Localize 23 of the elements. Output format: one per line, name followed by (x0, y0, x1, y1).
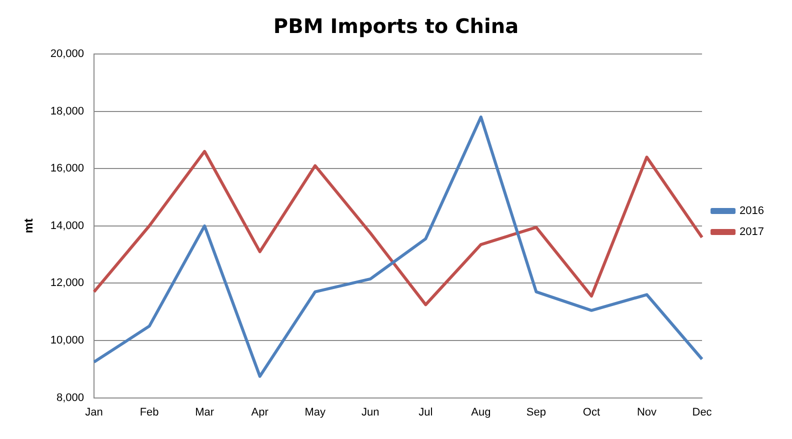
x-tick-label: Aug (471, 406, 491, 418)
y-tick-label: 12,000 (50, 277, 84, 290)
y-tick-label: 10,000 (50, 334, 84, 347)
x-tick-label: Oct (582, 406, 600, 418)
legend-label: 2016 (740, 205, 764, 218)
x-tick-label: Feb (140, 406, 159, 418)
y-axis-title: mt (22, 218, 36, 234)
x-tick-label: Sep (526, 406, 546, 418)
x-tick-label: May (304, 406, 326, 418)
x-tick-label: Mar (195, 406, 214, 418)
x-tick-label: Apr (251, 406, 269, 418)
y-tick-label: 14,000 (50, 220, 84, 232)
y-tick-label: 8,000 (56, 392, 84, 404)
x-tick-label: Jan (85, 406, 103, 418)
legend-label: 2017 (740, 226, 764, 238)
x-tick-label: Nov (636, 406, 658, 418)
x-tick-label: Jul (418, 406, 433, 418)
y-tick-label: 16,000 (50, 162, 84, 175)
y-tick-label: 18,000 (50, 105, 84, 118)
x-tick-label: Dec (692, 406, 712, 418)
x-tick-label: Jun (362, 406, 380, 418)
y-tick-label: 20,000 (50, 48, 84, 60)
chart-title: PBM Imports to China (273, 14, 519, 38)
